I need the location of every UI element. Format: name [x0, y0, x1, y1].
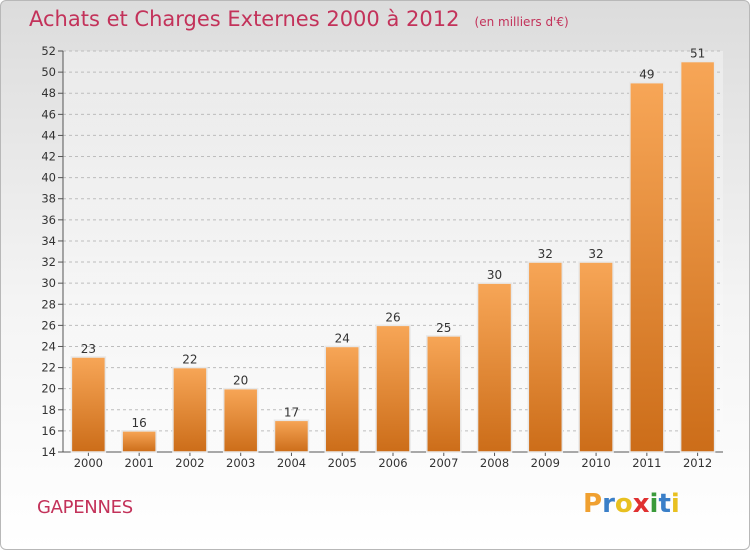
bar-value-label: 20 [233, 374, 248, 388]
x-tick-label: 2009 [531, 456, 560, 470]
bar-value-label: 26 [385, 310, 400, 324]
y-tick-label: 44 [41, 128, 56, 142]
bar [222, 387, 259, 453]
y-tick-label: 32 [41, 255, 56, 269]
x-tick-label: 2002 [175, 456, 204, 470]
y-tick-label: 42 [41, 150, 56, 164]
chart-unit-note: (en milliers d'€) [474, 15, 569, 29]
logo-letter: i [649, 489, 659, 519]
bar [426, 335, 462, 453]
bar-value-label: 32 [538, 247, 553, 261]
y-tick-label: 48 [41, 86, 56, 100]
bar [375, 324, 411, 453]
logo-letter: o [614, 489, 633, 519]
y-tick-label: 14 [41, 445, 56, 459]
x-tick-label: 2012 [683, 456, 712, 470]
bar-value-label: 16 [132, 416, 147, 430]
logo-letter: P [583, 489, 603, 519]
bar [273, 419, 310, 453]
x-tick-label: 2000 [74, 456, 103, 470]
x-tick-label: 2001 [125, 456, 154, 470]
y-tick-label: 34 [41, 234, 56, 248]
x-tick-label: 2007 [429, 456, 458, 470]
x-tick-label: 2006 [378, 456, 407, 470]
bar-value-label: 32 [588, 247, 603, 261]
bar [679, 60, 716, 453]
x-tick-label: 2005 [328, 456, 357, 470]
axis-layer: 14 16 18 20 22 24 26 28 30 32 34 36 38 40 42 44 46 48 50 52 [41, 44, 723, 459]
y-tick-label: 30 [41, 276, 56, 290]
bar-layer [70, 60, 716, 453]
logo-letter: r [602, 489, 615, 519]
bar [527, 261, 564, 453]
y-tick-label: 46 [41, 107, 56, 121]
y-tick-label: 52 [41, 44, 56, 58]
y-tick-label: 36 [41, 213, 56, 227]
x-tick-label: 2008 [480, 456, 509, 470]
bar [172, 366, 208, 453]
label-layer: 23 2000 16 2001 22 2002 20 2003 17 2004 24 2005 26 20… [74, 47, 713, 470]
y-tick-label: 26 [41, 318, 56, 332]
logo-letter: x [632, 489, 650, 519]
y-tick-label: 50 [41, 65, 56, 79]
bar-value-label: 51 [690, 47, 705, 61]
bar [121, 430, 157, 453]
bar-value-label: 24 [335, 331, 350, 345]
y-tick-label: 38 [41, 192, 56, 206]
bar [324, 345, 360, 453]
x-tick-label: 2010 [581, 456, 610, 470]
logo-letter: i [670, 489, 680, 519]
y-tick-label: 20 [41, 382, 56, 396]
bar [578, 261, 614, 453]
proxiti-logo: Proxiti [583, 489, 680, 519]
commune-name: GAPENNES [37, 497, 133, 518]
chart-title-row: Achats et Charges Externes 2000 à 2012 (… [29, 7, 569, 31]
bar-value-label: 25 [436, 321, 451, 335]
bar-value-label: 30 [487, 268, 502, 282]
bar [70, 356, 107, 453]
logo-letter: t [658, 489, 671, 519]
y-tick-label: 18 [41, 403, 56, 417]
y-tick-label: 24 [41, 339, 56, 353]
y-tick-label: 40 [41, 171, 56, 185]
x-tick-label: 2003 [226, 456, 255, 470]
bar [476, 282, 513, 453]
chart-title: Achats et Charges Externes 2000 à 2012 [29, 7, 460, 31]
x-tick-label: 2004 [277, 456, 306, 470]
bar-value-label: 49 [639, 68, 654, 82]
y-tick-label: 22 [41, 361, 56, 375]
y-tick-label: 28 [41, 297, 56, 311]
y-tick-label: 16 [41, 424, 56, 438]
bar-value-label: 23 [81, 342, 96, 356]
bar-value-label: 22 [182, 353, 197, 367]
bar [629, 81, 665, 453]
bar-value-label: 17 [284, 405, 299, 419]
x-tick-label: 2011 [632, 456, 661, 470]
